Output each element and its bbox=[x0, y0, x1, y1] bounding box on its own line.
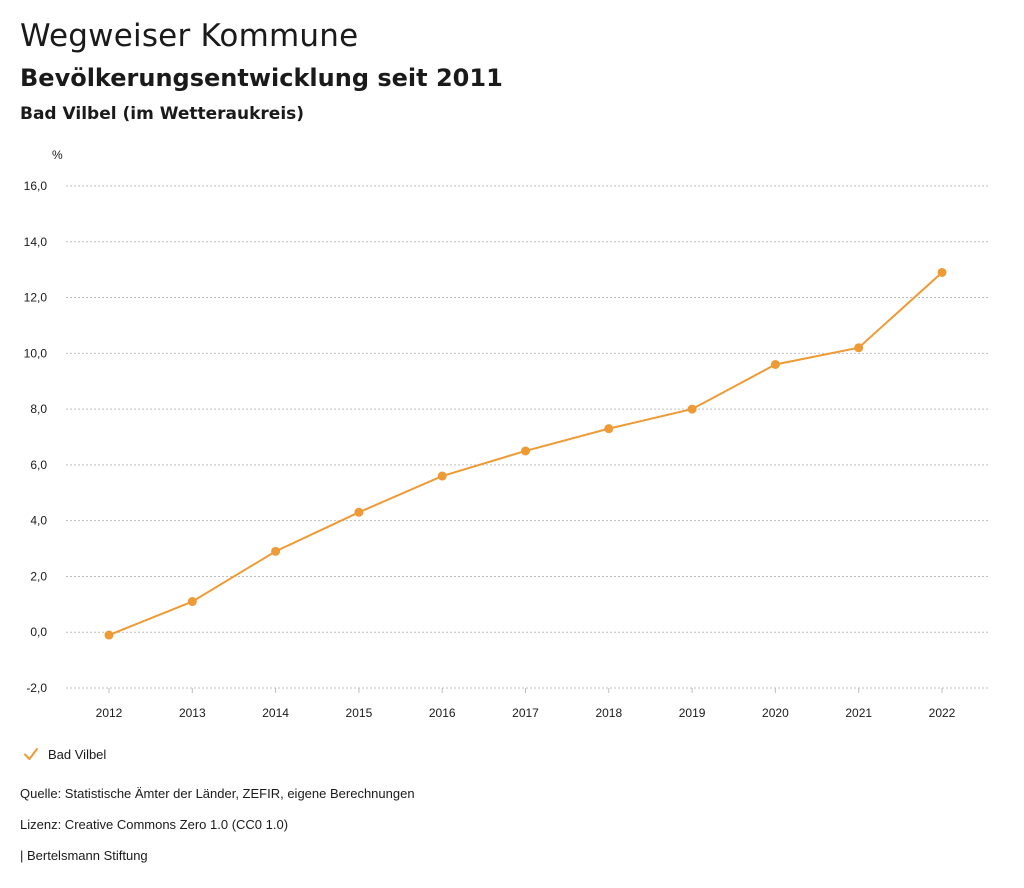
y-tick-label: 6,0 bbox=[30, 458, 47, 472]
brand-credit: | Bertelsmann Stiftung bbox=[20, 848, 148, 863]
x-tick-label: 2015 bbox=[346, 706, 373, 720]
data-point[interactable] bbox=[604, 424, 614, 434]
data-point[interactable] bbox=[354, 507, 364, 517]
x-tick-label: 2012 bbox=[96, 706, 123, 720]
y-tick-label: 2,0 bbox=[30, 569, 47, 583]
line-chart: % -2,0 0,0 2,0 4,0 6,0 8,0 10,0 12,0 14,0 16,0 20… bbox=[24, 148, 990, 720]
series-group bbox=[104, 267, 947, 640]
checkmark-icon bbox=[24, 748, 38, 760]
data-point[interactable] bbox=[770, 359, 780, 369]
y-tick-label: 16,0 bbox=[24, 179, 48, 193]
x-tick-label: 2017 bbox=[512, 706, 539, 720]
x-tick-label: 2014 bbox=[262, 706, 289, 720]
chart-subtitle: Bevölkerungsentwicklung seit 2011 bbox=[20, 64, 503, 92]
license-note: Lizenz: Creative Commons Zero 1.0 (CC0 1… bbox=[20, 817, 289, 832]
y-tick-label: -2,0 bbox=[26, 681, 47, 695]
x-tick-label: 2016 bbox=[429, 706, 456, 720]
data-point[interactable] bbox=[437, 471, 447, 481]
y-axis-ticks: -2,0 0,0 2,0 4,0 6,0 8,0 10,0 12,0 14,0 16,0 bbox=[24, 179, 48, 695]
data-point[interactable] bbox=[854, 343, 864, 353]
region-label: Bad Vilbel (im Wetteraukreis) bbox=[20, 104, 305, 124]
source-note: Quelle: Statistische Ämter der Länder, Z… bbox=[20, 786, 415, 801]
chart-title: Wegweiser Kommune bbox=[20, 18, 359, 54]
data-point[interactable] bbox=[937, 267, 947, 277]
y-axis-unit-label: % bbox=[52, 148, 63, 162]
y-tick-label: 8,0 bbox=[30, 402, 47, 416]
x-tick-label: 2020 bbox=[762, 706, 789, 720]
data-point[interactable] bbox=[104, 630, 114, 640]
legend-item-bad-vilbel[interactable]: Bad Vilbel bbox=[22, 745, 106, 763]
y-tick-label: 4,0 bbox=[30, 514, 47, 528]
x-axis-ticks: 2012 2013 2014 2015 2016 2017 2018 2019 2020 2021… bbox=[96, 688, 956, 720]
x-tick-label: 2018 bbox=[595, 706, 622, 720]
legend-label: Bad Vilbel bbox=[48, 746, 107, 762]
data-point[interactable] bbox=[271, 546, 281, 556]
x-tick-label: 2019 bbox=[679, 706, 706, 720]
x-tick-label: 2021 bbox=[845, 706, 872, 720]
data-point[interactable] bbox=[521, 446, 530, 456]
y-tick-label: 14,0 bbox=[24, 235, 48, 249]
y-tick-label: 12,0 bbox=[24, 291, 48, 305]
gridlines bbox=[66, 185, 990, 689]
data-point[interactable] bbox=[687, 404, 697, 414]
y-tick-label: 10,0 bbox=[24, 346, 48, 360]
y-tick-label: 0,0 bbox=[30, 625, 47, 639]
x-tick-label: 2013 bbox=[179, 706, 206, 720]
data-point[interactable] bbox=[187, 597, 197, 607]
x-tick-label: 2022 bbox=[929, 706, 956, 720]
